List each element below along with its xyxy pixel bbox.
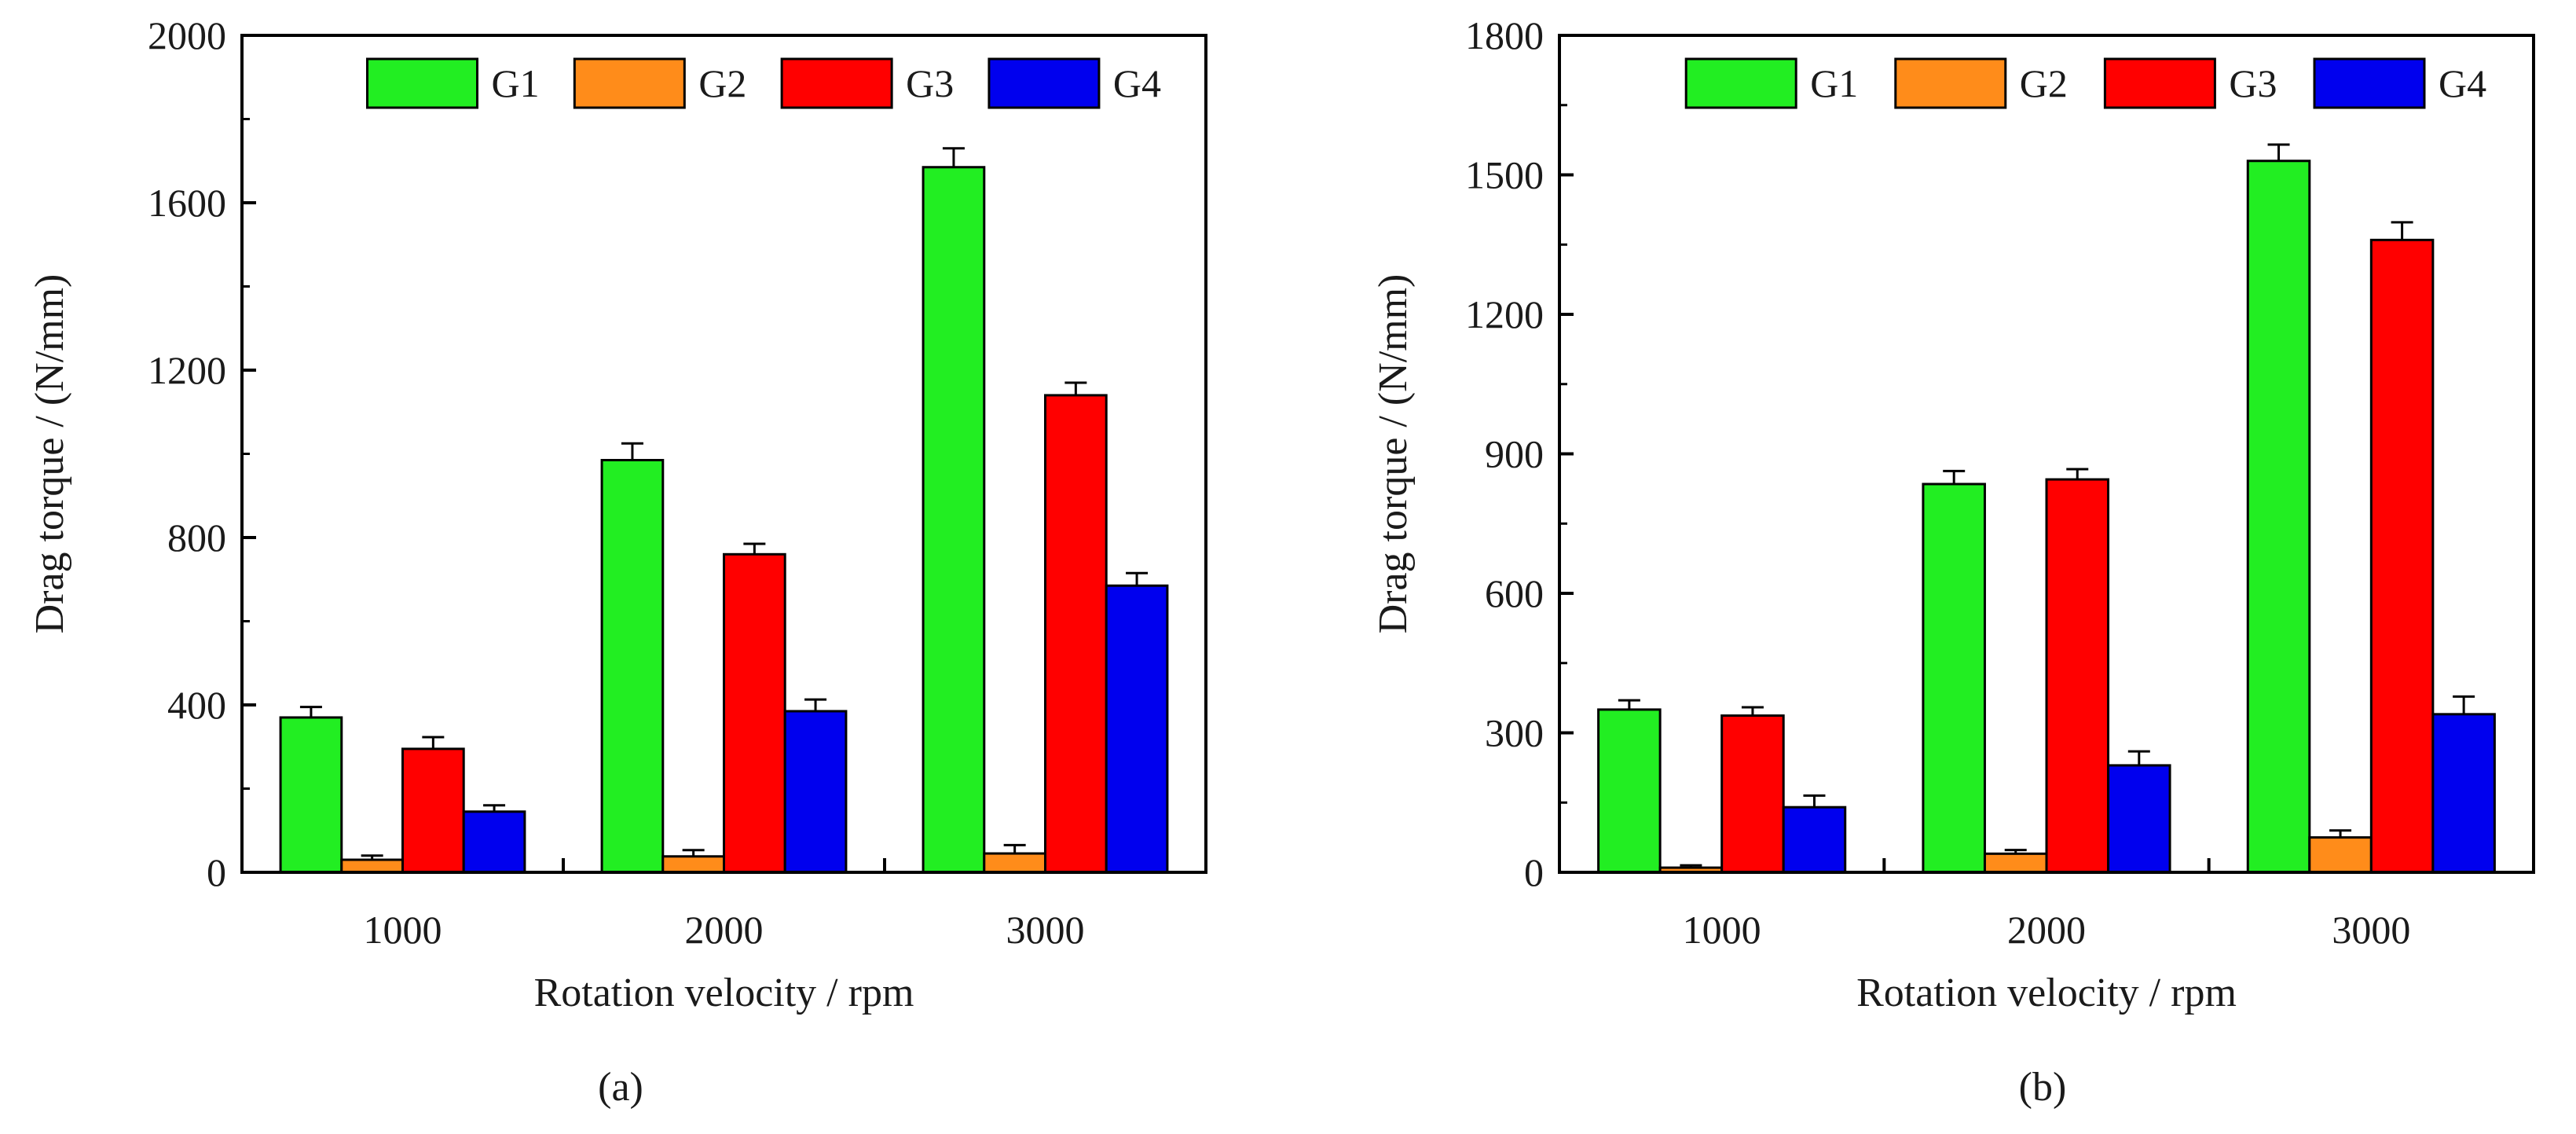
legend-swatch-g1	[366, 57, 479, 109]
x-tick-label: 1000	[1683, 908, 1761, 952]
bar-g1-2000	[600, 458, 665, 874]
legend-swatch-g3	[780, 57, 893, 109]
x-tick-label: 1000	[364, 908, 442, 952]
y-tick-label: 1600	[148, 181, 226, 225]
x-axis-title: Rotation velocity / rpm	[534, 971, 914, 1015]
bar-g1-3000	[922, 166, 986, 874]
bar-g2-2000	[661, 855, 725, 874]
bar-g4-1000	[1782, 806, 1847, 874]
bar-g2-1000	[340, 858, 405, 874]
bar-g1-1000	[279, 716, 343, 874]
bar-g2-3000	[983, 852, 1047, 874]
y-tick-label: 1500	[1465, 153, 1544, 197]
y-tick-label: 1200	[1465, 292, 1544, 336]
legend-label-g3: G3	[2229, 61, 2277, 105]
panel-label: (b)	[2019, 1065, 2067, 1110]
legend-swatch-g4	[988, 57, 1101, 109]
y-tick-label: 0	[207, 850, 226, 894]
legend-label-g4: G4	[2439, 61, 2486, 105]
y-tick-label: 900	[1485, 432, 1544, 476]
chart-panel-a: 0 400 800 1200 1600 2000 1000 2000 3000 Rotation …	[27, 13, 1207, 1110]
x-tick-label: 2000	[685, 908, 764, 952]
bar-g1-1000	[1597, 708, 1662, 874]
y-tick-label: 400	[167, 683, 226, 727]
x-axis-title: Rotation velocity / rpm	[1856, 971, 2237, 1015]
legend-label-g4: G4	[1113, 61, 1161, 105]
panel-label: (a)	[598, 1065, 643, 1110]
y-tick-label: 800	[167, 516, 226, 560]
bar-g4-2000	[2107, 764, 2171, 874]
legend-label-g1: G1	[492, 61, 540, 105]
legend-swatch-g4	[2313, 57, 2426, 109]
bar-g4-3000	[2431, 713, 2496, 874]
y-tick-label: 1800	[1465, 13, 1544, 57]
bar-g3-1000	[1720, 714, 1785, 874]
bar-g3-3000	[1044, 394, 1108, 874]
legend-swatch-g3	[2103, 57, 2216, 109]
chart-panel-b: 0 300 600 900 1200 1500 1800 1000 2000 3000 Rotati…	[1371, 13, 2535, 1110]
legend-label-g3: G3	[906, 61, 954, 105]
y-tick-label: 600	[1485, 571, 1544, 615]
bar-g2-3000	[2308, 836, 2373, 874]
bar-g3-2000	[2045, 478, 2110, 874]
bar-g1-3000	[2246, 160, 2311, 874]
bar-g3-1000	[401, 747, 465, 874]
y-tick-label: 2000	[148, 13, 226, 57]
y-axis-title: Drag torque / (N/mm)	[1371, 274, 1416, 634]
legend-swatch-g2	[1894, 57, 2007, 109]
bar-g2-2000	[1983, 852, 2048, 874]
x-tick-label: 3000	[1006, 908, 1085, 952]
bar-g4-2000	[783, 710, 848, 874]
bar-g4-1000	[462, 810, 526, 874]
bar-g4-3000	[1105, 584, 1169, 874]
legend-swatch-g2	[573, 57, 686, 109]
bar-g3-3000	[2369, 238, 2435, 874]
y-axis-title: Drag torque / (N/mm)	[27, 274, 72, 634]
bar-g1-2000	[1922, 483, 1986, 874]
x-tick-label: 3000	[2332, 908, 2410, 952]
bar-g3-2000	[723, 552, 786, 874]
y-tick-label: 1200	[148, 348, 226, 392]
x-tick-label: 2000	[2007, 908, 2086, 952]
legend-swatch-g1	[1684, 57, 1797, 109]
legend-label-g1: G1	[1810, 61, 1858, 105]
y-tick-label: 0	[1524, 850, 1544, 894]
y-tick-label: 300	[1485, 711, 1544, 755]
legend-label-g2: G2	[698, 61, 746, 105]
legend-label-g2: G2	[2020, 61, 2068, 105]
